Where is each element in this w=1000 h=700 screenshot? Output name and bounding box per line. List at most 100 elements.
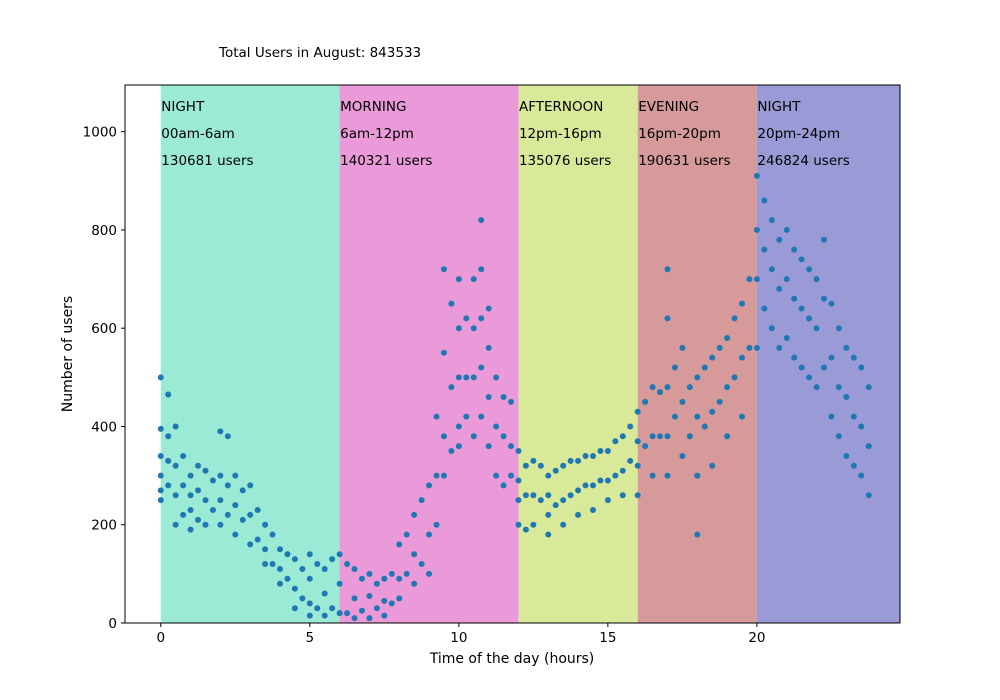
band-0-name: NIGHT [161, 99, 205, 115]
data-point [262, 521, 269, 528]
data-point [634, 438, 641, 445]
data-point [209, 506, 216, 513]
data-point [478, 266, 485, 273]
data-point [791, 354, 798, 361]
band-2-name: AFTERNOON [519, 99, 603, 115]
data-point [262, 546, 269, 553]
data-point [254, 506, 261, 513]
data-point [358, 607, 365, 614]
data-point [858, 364, 865, 371]
data-point [187, 472, 194, 479]
data-point [612, 472, 619, 479]
data-point [418, 497, 425, 504]
data-point [344, 561, 351, 568]
x-tick-label: 0 [156, 630, 165, 646]
data-point [478, 217, 485, 224]
data-point [157, 472, 164, 479]
data-point [351, 595, 358, 602]
data-point [426, 482, 433, 489]
data-point [530, 457, 537, 464]
data-point [522, 492, 529, 499]
data-point [545, 531, 552, 538]
y-axis-title: Number of users [60, 296, 76, 412]
data-point [552, 467, 559, 474]
data-point [746, 344, 753, 351]
data-point [366, 570, 373, 577]
data-point [314, 561, 321, 568]
data-point [768, 266, 775, 273]
data-point [396, 575, 403, 582]
data-point [582, 482, 589, 489]
data-point [768, 325, 775, 332]
data-point [463, 315, 470, 322]
data-point [657, 389, 664, 396]
band-0 [160, 85, 340, 623]
data-point [709, 462, 716, 469]
data-point [232, 502, 239, 509]
data-point [657, 433, 664, 440]
data-point [440, 266, 447, 273]
data-point [813, 325, 820, 332]
data-point [277, 580, 283, 587]
data-point [299, 595, 306, 602]
data-point [686, 384, 693, 391]
data-point [351, 615, 358, 622]
data-point [180, 482, 187, 489]
data-point [575, 487, 582, 494]
data-point [798, 305, 805, 312]
data-point [835, 384, 842, 391]
x-tick-label: 5 [306, 630, 315, 646]
scatter-points [157, 172, 872, 622]
plot-frame [124, 84, 901, 624]
x-tick-label: 10 [450, 630, 467, 646]
data-point [850, 413, 857, 420]
data-point [232, 472, 239, 479]
data-point [470, 433, 477, 440]
data-point [627, 423, 634, 430]
y-tick-label: 600 [91, 321, 117, 337]
data-point [396, 595, 403, 602]
chart-title: Total Users in August: 843533 [218, 45, 421, 61]
data-point [172, 492, 179, 499]
data-point [217, 428, 224, 435]
band-0-users: 130681 users [161, 153, 253, 169]
data-point [761, 246, 768, 253]
data-point [739, 354, 746, 361]
data-point [500, 482, 507, 489]
data-point [478, 364, 485, 371]
data-point [217, 521, 224, 528]
data-point [612, 438, 619, 445]
data-point [433, 521, 440, 528]
data-point [224, 433, 231, 440]
data-point [485, 344, 492, 351]
data-point [664, 266, 671, 273]
data-point [180, 511, 187, 518]
data-point [411, 551, 418, 558]
data-point [820, 364, 827, 371]
data-point [440, 433, 447, 440]
data-point [582, 452, 589, 459]
data-point [709, 408, 716, 415]
data-point [642, 398, 649, 405]
data-point [560, 497, 567, 504]
data-point [247, 541, 254, 548]
data-point [664, 315, 671, 322]
data-point [753, 172, 760, 179]
data-point [247, 482, 254, 489]
data-point [329, 605, 336, 612]
data-point [783, 335, 790, 342]
data-point [724, 335, 731, 342]
data-point [195, 462, 202, 469]
data-point [589, 506, 596, 513]
data-point [694, 374, 701, 381]
data-point [537, 497, 544, 504]
data-point [165, 457, 172, 464]
data-point [753, 344, 760, 351]
data-point [321, 590, 328, 597]
data-point [783, 276, 790, 283]
data-point [448, 448, 455, 455]
data-point [627, 457, 634, 464]
data-point [619, 492, 626, 499]
data-point [768, 217, 775, 224]
data-point [679, 344, 686, 351]
